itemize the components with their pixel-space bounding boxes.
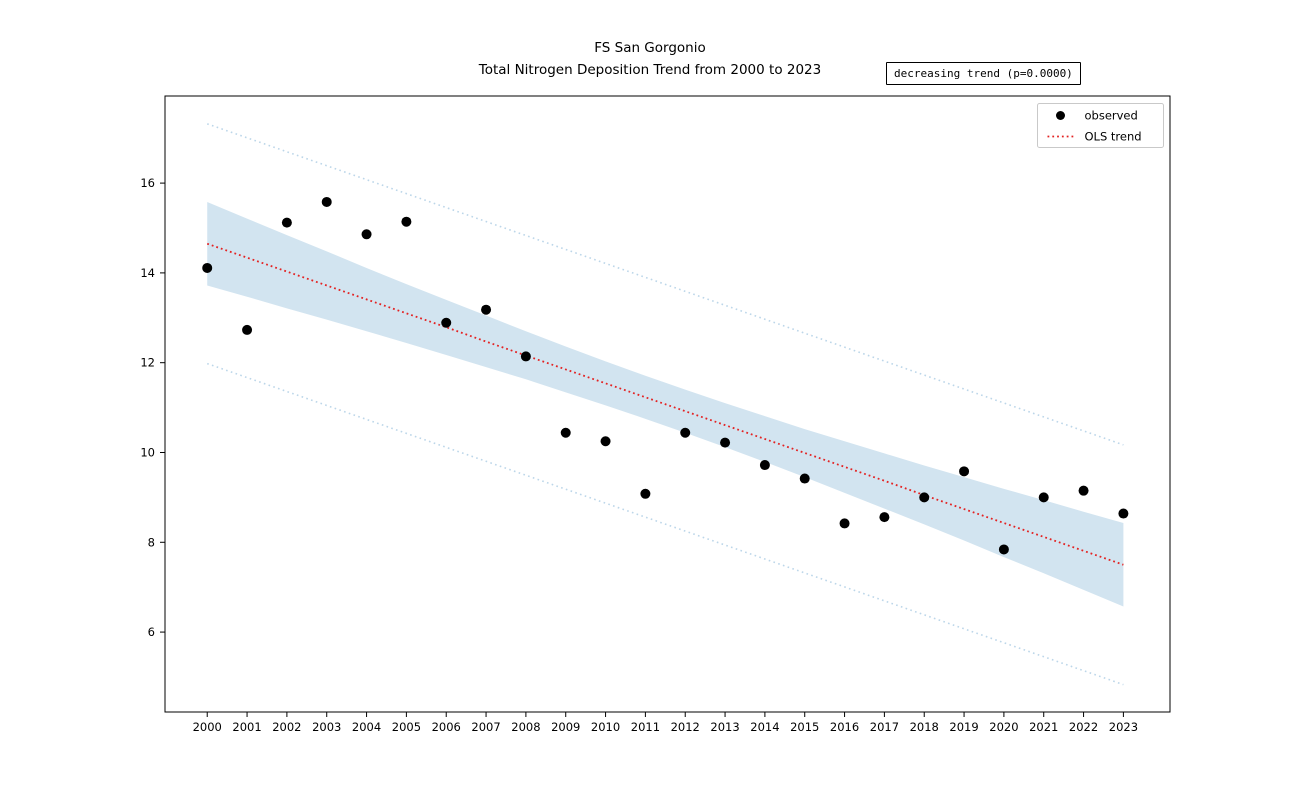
observed-point — [799, 473, 810, 484]
observed-point — [680, 427, 691, 438]
x-tick-label: 2019 — [949, 720, 978, 734]
observed-point — [720, 437, 731, 448]
x-tick-label: 2009 — [551, 720, 580, 734]
legend-trend-label: OLS trend — [1085, 130, 1142, 144]
observed-point — [759, 460, 770, 471]
x-tick-label: 2001 — [232, 720, 261, 734]
trend-annotation-box: decreasing trend (p=0.0000) — [886, 62, 1081, 85]
x-tick-label: 2022 — [1069, 720, 1098, 734]
y-tick-label: 6 — [148, 625, 155, 639]
y-tick-label: 12 — [140, 356, 155, 370]
x-tick-label: 2013 — [710, 720, 739, 734]
observed-point — [998, 544, 1009, 555]
observed-point — [361, 229, 372, 240]
observed-point — [281, 217, 292, 228]
observed-point — [839, 518, 850, 529]
x-tick-label: 2000 — [193, 720, 222, 734]
prediction-interval-upper — [206, 123, 1124, 446]
observed-point — [401, 216, 412, 227]
x-tick-label: 2021 — [1029, 720, 1058, 734]
y-tick-label: 8 — [148, 535, 155, 549]
observed-point — [600, 436, 611, 447]
observed-point — [640, 488, 651, 499]
x-tick-label: 2003 — [312, 720, 341, 734]
x-tick-label: 2020 — [989, 720, 1018, 734]
observed-point — [242, 324, 253, 335]
observed-point — [959, 466, 970, 477]
x-tick-label: 2008 — [511, 720, 540, 734]
ols-trend-line — [206, 242, 1124, 566]
observed-point — [879, 512, 890, 523]
prediction-interval-lower — [206, 362, 1124, 686]
x-tick-label: 2004 — [352, 720, 381, 734]
x-tick-label: 2005 — [392, 720, 421, 734]
observed-point — [919, 492, 930, 503]
observed-point — [1118, 508, 1129, 519]
observed-point — [520, 351, 531, 362]
x-tick-label: 2016 — [830, 720, 859, 734]
x-tick-label: 2007 — [471, 720, 500, 734]
chart-title-line2: Total Nitrogen Deposition Trend from 200… — [478, 62, 822, 78]
plot-frame — [164, 95, 1171, 713]
y-tick-label: 14 — [140, 266, 155, 280]
x-tick-label: 2015 — [790, 720, 819, 734]
y-tick-label: 10 — [140, 445, 155, 459]
x-tick-label: 2017 — [870, 720, 899, 734]
legend-box — [1037, 103, 1164, 148]
x-tick-label: 2018 — [910, 720, 939, 734]
observed-point — [321, 196, 332, 207]
x-tick-label: 2002 — [272, 720, 301, 734]
legend-observed-marker — [1056, 111, 1065, 120]
x-tick-label: 2006 — [432, 720, 461, 734]
observed-point — [1038, 492, 1049, 503]
observed-point — [560, 427, 571, 438]
observed-point — [481, 304, 492, 315]
x-tick-label: 2014 — [750, 720, 779, 734]
x-tick-label: 2011 — [631, 720, 660, 734]
chart-title-line1: FS San Gorgonio — [594, 40, 706, 56]
x-tick-label: 2012 — [671, 720, 700, 734]
y-tick-label: 16 — [140, 176, 155, 190]
observed-point — [1078, 485, 1089, 496]
x-tick-label: 2010 — [591, 720, 620, 734]
observed-point — [202, 262, 213, 273]
x-tick-label: 2023 — [1109, 720, 1138, 734]
legend-observed-label: observed — [1085, 109, 1138, 123]
chart-title: FS San Gorgonio Total Nitrogen Depositio… — [0, 37, 1300, 81]
observed-point — [441, 317, 452, 328]
